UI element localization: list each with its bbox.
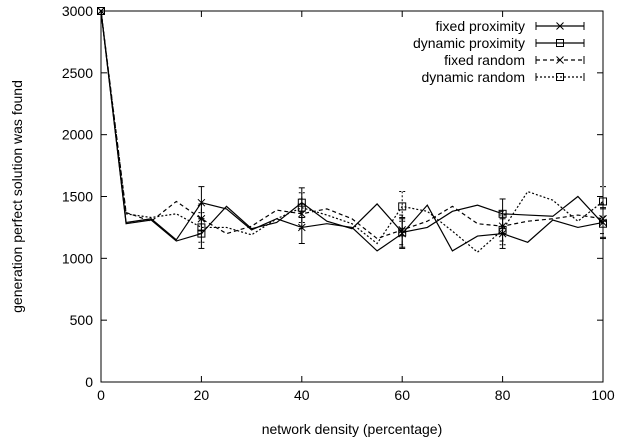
y-tick-label: 3000 [62, 3, 93, 19]
x-tick-label: 0 [97, 387, 105, 403]
series-line [100, 10, 604, 252]
plot-border [100, 10, 604, 383]
legend-label: dynamic random [422, 69, 526, 85]
series-line [100, 10, 604, 240]
error-bar [399, 191, 406, 222]
marker-stroke [197, 198, 206, 207]
legend-label: fixed random [444, 52, 525, 68]
series-dynamic-random [97, 7, 607, 253]
y-tick-label: 2000 [62, 127, 93, 143]
data-point [599, 197, 607, 206]
x-tick-label: 20 [194, 387, 210, 403]
data-point [197, 198, 206, 207]
legend-entry: dynamic proximity [413, 35, 585, 51]
data-point [297, 203, 306, 212]
series-dynamic-proximity [97, 7, 607, 249]
y-tick-label: 2500 [62, 65, 93, 81]
data-point [498, 225, 507, 234]
legend-marker [556, 73, 564, 81]
legend-marker [556, 22, 564, 30]
series-layer [97, 7, 607, 253]
marker-stroke [556, 22, 564, 30]
x-axis-label: network density (percentage) [262, 421, 443, 437]
data-point [197, 214, 206, 223]
y-tick-label: 500 [70, 312, 94, 328]
y-tick-label: 1000 [62, 250, 93, 266]
marker-stroke [398, 226, 407, 234]
series-line [100, 10, 604, 242]
y-axis-label: generation perfect solution was found [9, 80, 25, 313]
x-tick-label: 80 [495, 387, 511, 403]
legend-marker [556, 56, 564, 64]
legend-label: dynamic proximity [413, 35, 525, 51]
series-fixed-random [97, 7, 607, 246]
legend-label: fixed proximity [436, 18, 525, 34]
data-point [398, 202, 407, 211]
data-point [599, 219, 607, 228]
y-axis: 0 500 1000 1500 2000 2500 3000 [62, 3, 603, 390]
legend-entry: dynamic random [422, 69, 585, 85]
error-bar [198, 212, 205, 243]
error-bar [298, 192, 305, 223]
x-tick-label: 40 [294, 387, 310, 403]
data-point [398, 226, 407, 234]
y-tick-label: 0 [85, 374, 93, 390]
data-point [97, 7, 105, 15]
error-bar [499, 214, 506, 246]
x-axis: 0 20 40 60 80 100 [97, 11, 615, 403]
error-bar [600, 186, 606, 217]
data-point [197, 223, 206, 232]
series-line [100, 10, 604, 253]
x-tick-label: 100 [591, 387, 615, 403]
x-tick-label: 60 [394, 387, 410, 403]
legend-marker [556, 39, 564, 47]
y-tick-label: 1500 [62, 189, 93, 205]
marker-stroke [556, 56, 564, 64]
plot-area [100, 10, 604, 383]
marker-stroke [197, 214, 206, 223]
legend-entry: fixed random [444, 52, 585, 68]
legend-entry: fixed proximity [436, 18, 585, 34]
